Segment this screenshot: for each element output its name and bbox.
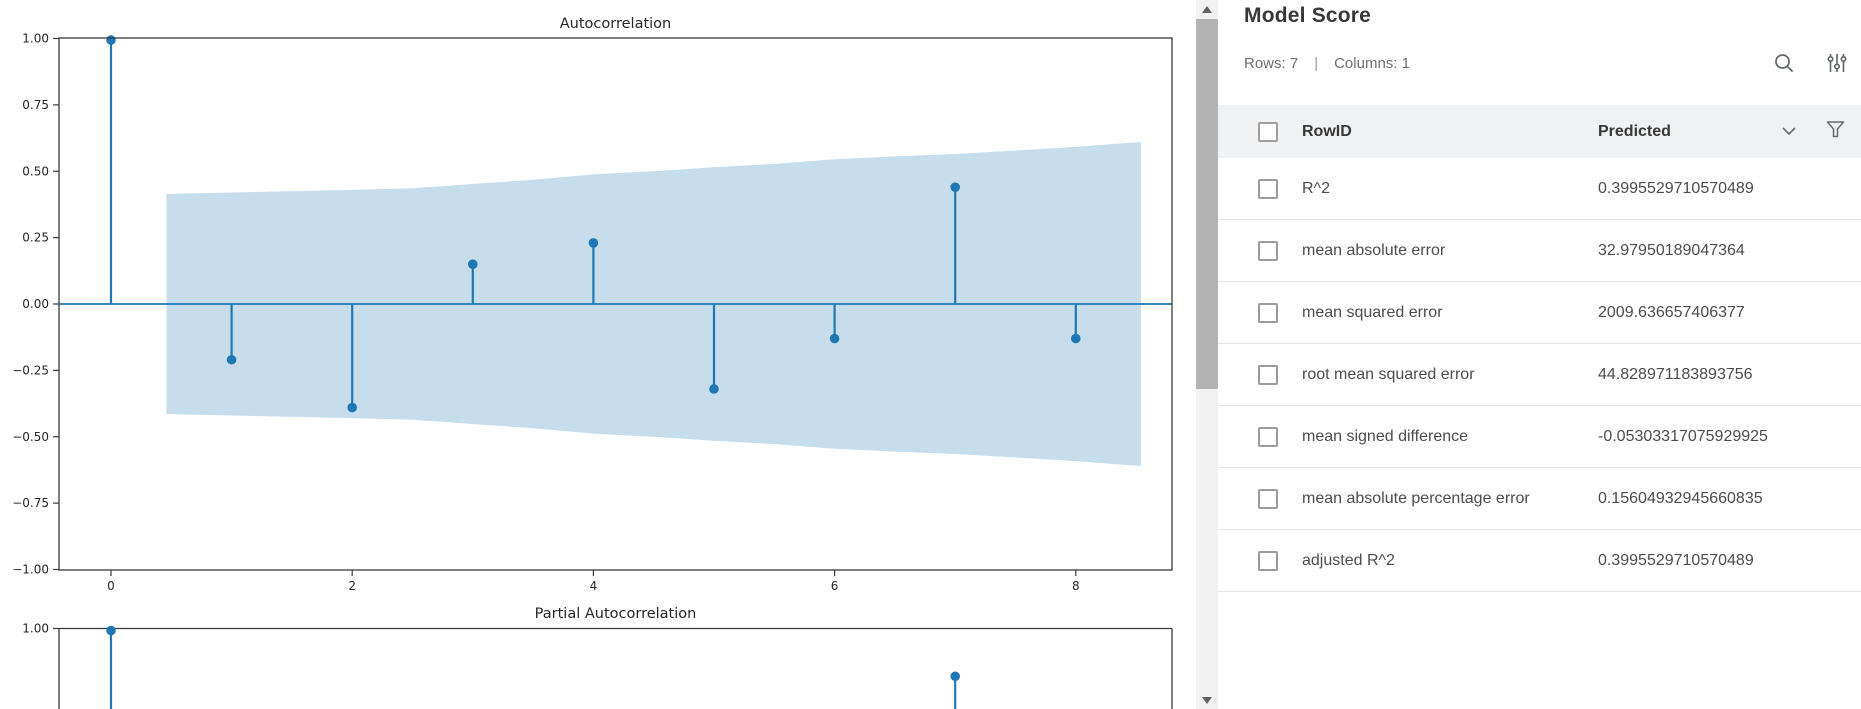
select-all-checkbox[interactable] xyxy=(1258,121,1278,142)
svg-text:1.00: 1.00 xyxy=(22,622,49,636)
row-value-cell: 32.97950189047364 xyxy=(1598,241,1745,259)
table-row[interactable]: root mean squared error 44.82897118389375… xyxy=(1218,344,1861,406)
column-header-rowid[interactable]: RowID xyxy=(1302,122,1352,140)
row-id-cell: adjusted R^2 xyxy=(1302,551,1395,569)
row-id-cell: mean signed difference xyxy=(1302,427,1469,445)
row-id-cell: mean absolute error xyxy=(1302,241,1446,259)
table-row[interactable]: mean absolute percentage error 0.15604932… xyxy=(1218,468,1861,530)
table-row[interactable]: mean squared error 2009.636657406377 xyxy=(1218,282,1861,344)
scroll-down-icon xyxy=(1202,696,1212,704)
row-checkbox[interactable] xyxy=(1258,426,1278,447)
row-id-cell: mean squared error xyxy=(1302,303,1443,321)
svg-text:0.75: 0.75 xyxy=(22,98,49,112)
table-row[interactable]: mean absolute error 32.97950189047364 xyxy=(1218,220,1861,282)
scrollbar-thumb[interactable] xyxy=(1196,19,1218,389)
table-row[interactable]: R^2 0.3995529710570489 xyxy=(1218,158,1861,220)
page-title: Model Score xyxy=(1244,4,1372,27)
search-glyph xyxy=(1775,54,1794,73)
svg-text:2: 2 xyxy=(348,579,356,593)
column-header-predicted[interactable]: Predicted xyxy=(1598,122,1671,140)
sliders-glyph xyxy=(1827,54,1847,72)
scroll-up-icon xyxy=(1202,5,1212,13)
table-settings-icon[interactable] xyxy=(1824,50,1850,76)
table-row[interactable]: adjusted R^2 0.3995529710570489 xyxy=(1218,530,1861,592)
table-header-row: RowID Predicted xyxy=(1218,105,1861,158)
row-id-cell: R^2 xyxy=(1302,179,1330,197)
row-value-cell: -0.05303317075929925 xyxy=(1598,427,1768,445)
table-body: R^2 0.3995529710570489 mean absolute error… xyxy=(1218,158,1861,592)
model-score-panel: Model Score Rows: 7 | Columns: 1 RowID P… xyxy=(1218,0,1861,709)
svg-text:−0.75: −0.75 xyxy=(12,496,49,510)
svg-text:0: 0 xyxy=(107,579,115,593)
row-checkbox[interactable] xyxy=(1258,364,1278,385)
svg-text:−1.00: −1.00 xyxy=(12,563,49,577)
acf-pacf-plot: 1.00 0.75 0.50 0.25 0.00 −0.25 −0.50 −0.75 −1.00… xyxy=(12,16,1173,709)
svg-text:−0.25: −0.25 xyxy=(12,363,49,377)
row-checkbox[interactable] xyxy=(1258,488,1278,509)
vertical-scrollbar[interactable] xyxy=(1196,0,1218,709)
acf-title: Autocorrelation xyxy=(560,16,671,32)
row-id-cell: root mean squared error xyxy=(1302,365,1475,383)
row-value-cell: 0.3995529710570489 xyxy=(1598,551,1754,569)
row-value-cell: 0.15604932945660835 xyxy=(1598,489,1763,507)
row-checkbox[interactable] xyxy=(1258,178,1278,199)
scroll-down-button[interactable] xyxy=(1196,691,1218,709)
svg-text:0.00: 0.00 xyxy=(22,297,49,311)
row-checkbox[interactable] xyxy=(1258,550,1278,571)
row-value-cell: 2009.636657406377 xyxy=(1598,303,1745,321)
filter-icon[interactable] xyxy=(1826,120,1845,143)
table-row[interactable]: mean signed difference -0.053033170759299… xyxy=(1218,406,1861,468)
row-value-cell: 44.828971183893756 xyxy=(1598,365,1753,383)
svg-text:8: 8 xyxy=(1072,579,1080,593)
svg-text:4: 4 xyxy=(590,579,598,593)
plot-view: 1.00 0.75 0.50 0.25 0.00 −0.25 −0.50 −0.75 −1.00… xyxy=(12,16,1173,709)
svg-text:−0.50: −0.50 xyxy=(12,430,49,444)
row-checkbox[interactable] xyxy=(1258,240,1278,261)
columns-count: Columns: 1 xyxy=(1334,54,1410,72)
meta-separator: | xyxy=(1314,54,1319,72)
pacf-title: Partial Autocorrelation xyxy=(535,606,697,622)
scroll-up-button[interactable] xyxy=(1196,0,1218,18)
row-checkbox[interactable] xyxy=(1258,302,1278,323)
svg-text:1.00: 1.00 xyxy=(22,32,49,46)
svg-text:0.25: 0.25 xyxy=(22,231,49,245)
row-value-cell: 0.3995529710570489 xyxy=(1598,179,1754,197)
svg-text:6: 6 xyxy=(831,579,839,593)
table-meta: Rows: 7 | Columns: 1 xyxy=(1244,52,1410,74)
row-id-cell: mean absolute percentage error xyxy=(1302,489,1530,507)
rows-count: Rows: 7 xyxy=(1244,54,1299,72)
search-icon[interactable] xyxy=(1771,50,1797,76)
chevron-down-icon[interactable] xyxy=(1781,123,1797,141)
svg-text:0.50: 0.50 xyxy=(22,164,49,178)
